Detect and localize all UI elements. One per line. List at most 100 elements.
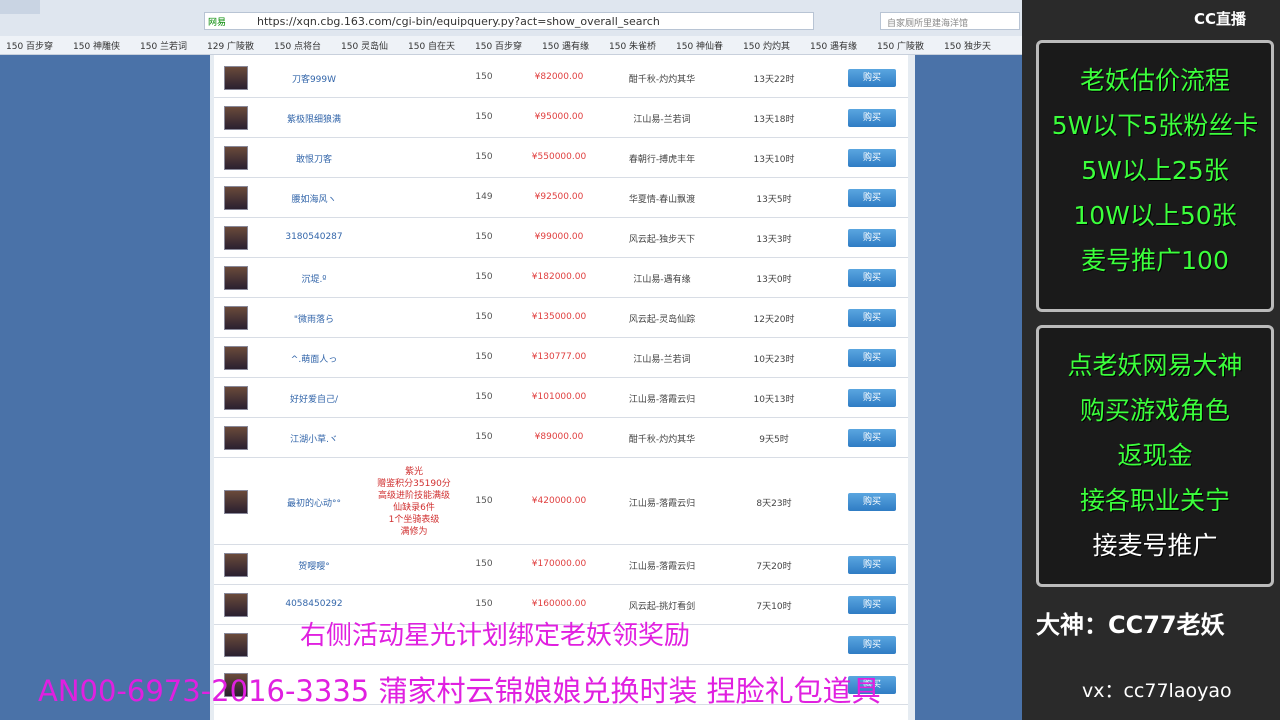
price: ¥135000.00 <box>531 312 587 322</box>
level: 150 <box>475 72 493 82</box>
price: ¥550000.00 <box>531 152 587 162</box>
bookmark[interactable]: 150 灼灼其 <box>743 42 791 52</box>
time-left: 10天23时 <box>753 355 795 365</box>
bookmark[interactable]: 150 广陵散 <box>877 42 925 52</box>
time-left: 13天0时 <box>756 275 792 285</box>
promo-text: 购买游戏角色 <box>1079 396 1230 425</box>
results-table: 购买 刀客999W 150 ¥82000.00 酣千秋-灼灼其华 13天22时 购买 紫极限细… <box>214 55 908 720</box>
buy-button[interactable]: 购买 <box>848 429 896 447</box>
search-box[interactable]: 自家厕所里建海洋馆 <box>880 12 1020 30</box>
buy-button[interactable]: 购买 <box>848 556 896 574</box>
level: 150 <box>475 599 493 609</box>
buy-button[interactable]: 购买 <box>848 596 896 614</box>
promo-text: 老妖估价流程 <box>1079 66 1230 95</box>
result-row: 购买 <box>214 665 908 705</box>
character-name: 最初的心动°° <box>286 498 341 509</box>
result-row: 购买 3180540287 150 ¥99000.00 风云起-独步天下 13天3时 <box>214 218 908 258</box>
promo-text: 返现金 <box>1117 441 1193 470</box>
bookmark[interactable]: 150 朱雀桥 <box>609 42 657 52</box>
avatar <box>224 593 248 617</box>
avatar <box>224 66 248 90</box>
dashen-id: 大神：CC77老妖 <box>1036 611 1225 639</box>
time-left: 7天20时 <box>756 562 792 572</box>
buy-button[interactable]: 购买 <box>848 109 896 127</box>
price: ¥420000.00 <box>531 495 587 506</box>
bookmark[interactable]: 129 广陵散 <box>207 42 255 52</box>
level: 150 <box>475 312 493 322</box>
time-left: 13天18时 <box>753 115 795 125</box>
price: ¥160000.00 <box>531 599 587 609</box>
character-name: "微雨落ら <box>293 315 335 325</box>
buy-button[interactable]: 购买 <box>848 309 896 327</box>
item-desc: 赠鉴积分35190分 <box>377 479 451 489</box>
bookmark[interactable]: 150 神雕侠 <box>73 42 121 52</box>
price: ¥101000.00 <box>531 392 587 402</box>
bookmark[interactable]: 150 百步穿 <box>475 42 523 52</box>
avatar <box>224 633 248 657</box>
time-left: 10天13时 <box>753 395 795 405</box>
character-name: 贺嘤嘤° <box>298 562 330 572</box>
bookmark[interactable]: 150 遇有缘 <box>542 42 590 52</box>
buy-button[interactable]: 购买 <box>848 349 896 367</box>
tab-strip <box>0 0 40 14</box>
item-desc: 仙缺录6件 <box>393 503 435 513</box>
bookmark[interactable]: 150 自在天 <box>408 42 456 52</box>
server: 风云起-灵岛仙踪 <box>628 315 696 325</box>
server: 江山易-落霞云归 <box>628 562 696 572</box>
buy-button[interactable]: 购买 <box>848 636 896 654</box>
promo-text: 5W以上25张 <box>1081 156 1229 185</box>
time-left: 7天10时 <box>756 602 792 612</box>
time-left: 13天3时 <box>756 235 792 245</box>
info-box: 老妖估价流程 5W以下5张粉丝卡 5W以上25张 10W以上50张 麦号推广100 <box>1036 40 1274 312</box>
bookmark[interactable]: 150 点将台 <box>274 42 322 52</box>
result-row: 购买 <box>214 625 908 665</box>
character-name: 紫极限细狼满 <box>286 115 341 125</box>
bookmark[interactable]: 150 独步天 <box>944 42 992 52</box>
bookmark[interactable]: 150 兰若词 <box>140 42 188 52</box>
item-desc: 1个坐骑表级 <box>388 515 440 525</box>
server: 江山易-兰若词 <box>633 115 691 125</box>
bookmark[interactable]: 150 神仙眷 <box>676 42 724 52</box>
result-row: 购买 沉堤.º 150 ¥182000.00 江山易-遇有缘 13天0时 <box>214 258 908 298</box>
time-left: 9天5时 <box>759 435 789 445</box>
result-row: 购买 最初的心动°° 150 ¥420000.00 江山易-落霞云归 8天23时 紫光 赠鉴积… <box>214 458 908 545</box>
bookmarks-bar: 150 百步穿 150 神雕侠 150 兰若词 129 广陵散 150 点将台 150 灵… <box>0 36 1022 55</box>
price: ¥99000.00 <box>534 232 584 242</box>
item-desc: 高级进阶技能满级 <box>377 491 450 501</box>
logo: CC直播 <box>1194 10 1247 28</box>
buy-button[interactable]: 购买 <box>848 492 896 511</box>
buy-button[interactable]: 购买 <box>848 269 896 287</box>
buy-button[interactable]: 购买 <box>848 189 896 207</box>
level: 149 <box>475 192 493 202</box>
results-panel: 购买 刀客999W 150 ¥82000.00 酣千秋-灼灼其华 13天22时 购买 紫极限细… <box>210 55 915 720</box>
result-row: 购买 贺嘤嘤° 150 ¥170000.00 江山易-落霞云归 7天20时 <box>214 545 908 585</box>
promo-text: 点老妖网易大神 <box>1067 351 1243 380</box>
address-bar[interactable]: 网易 https://xqn.cbg.163.com/cgi-bin/equip… <box>204 12 814 30</box>
buy-button[interactable]: 购买 <box>848 389 896 407</box>
buy-button[interactable]: 购买 <box>848 676 896 694</box>
character-name: 好好爱自己/ <box>289 395 339 405</box>
level: 150 <box>475 232 493 242</box>
character-name: 江湖小草.ヾ <box>290 435 338 445</box>
bookmark[interactable]: 150 遇有缘 <box>810 42 858 52</box>
buy-button[interactable]: 购买 <box>848 229 896 247</box>
avatar <box>224 346 248 370</box>
level: 150 <box>475 352 493 362</box>
character-name: 沉堤.º <box>301 275 327 285</box>
item-desc: 紫光 <box>404 467 423 477</box>
avatar <box>224 146 248 170</box>
buy-button[interactable]: 购买 <box>848 149 896 167</box>
price: ¥130777.00 <box>531 352 587 362</box>
bookmark[interactable]: 150 百步穿 <box>6 42 54 52</box>
side-panel: CC直播 老妖估价流程 5W以下5张粉丝卡 5W以上25张 10W以上50张 麦号推广1… <box>1022 0 1280 720</box>
avatar <box>224 553 248 577</box>
level: 150 <box>475 152 493 162</box>
result-row: 购买 刀客999W 150 ¥82000.00 酣千秋-灼灼其华 13天22时 <box>214 58 908 98</box>
result-row: 购买 好好爱自己/150 ¥101000.00 江山易-落霞云归 10天13时 <box>214 378 908 418</box>
buy-button[interactable]: 购买 <box>848 69 896 87</box>
browser-toolbar: 网易 https://xqn.cbg.163.com/cgi-bin/equip… <box>0 0 1022 36</box>
bookmark[interactable]: 150 灵岛仙 <box>341 42 389 52</box>
price: ¥89000.00 <box>534 432 584 442</box>
server: 酣千秋-灼灼其华 <box>628 75 696 85</box>
wechat-id: vx：cc77laoyao <box>1082 680 1232 702</box>
